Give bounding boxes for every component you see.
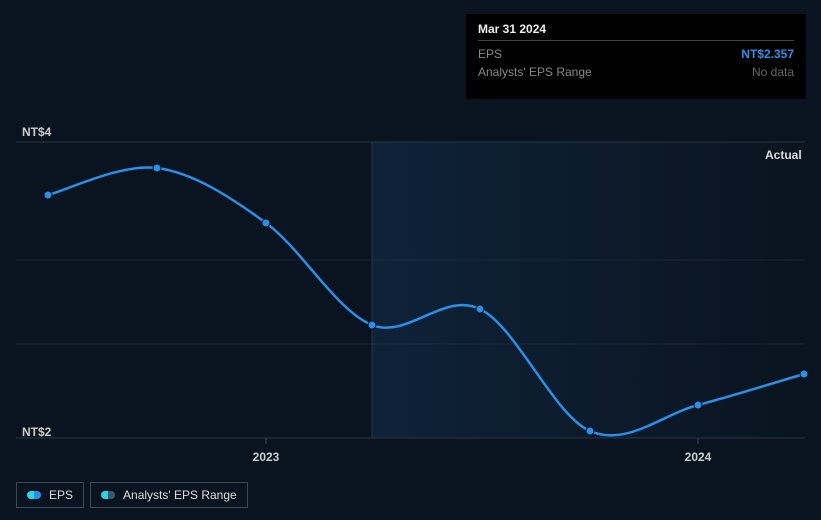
legend: EPS Analysts' EPS Range — [16, 482, 248, 508]
actual-label: Actual — [765, 148, 802, 162]
tooltip-row-value: No data — [752, 63, 794, 81]
eps-chart: Mar 31 2024 EPSNT$2.357Analysts' EPS Ran… — [0, 0, 821, 520]
x-tick-label: 2024 — [685, 450, 712, 464]
legend-swatch-icon — [27, 491, 41, 499]
tooltip-divider — [478, 40, 794, 41]
y-tick-label: NT$4 — [22, 125, 51, 139]
tooltip-date: Mar 31 2024 — [478, 22, 794, 36]
legend-item[interactable]: EPS — [16, 482, 84, 508]
legend-swatch-icon — [101, 491, 115, 499]
tooltip-row-label: Analysts' EPS Range — [478, 63, 592, 81]
legend-label: Analysts' EPS Range — [123, 488, 237, 502]
tooltip-row-value: NT$2.357 — [741, 45, 794, 63]
tooltip-row: EPS NT$2.357 — [478, 45, 794, 63]
tooltip-row: Analysts' EPS Range No data — [478, 63, 794, 81]
tooltip-row-label: EPS — [478, 45, 502, 63]
legend-item[interactable]: Analysts' EPS Range — [90, 482, 248, 508]
y-tick-label: NT$2 — [22, 425, 51, 439]
chart-tooltip: Mar 31 2024 EPSNT$2.357Analysts' EPS Ran… — [466, 14, 806, 99]
legend-label: EPS — [49, 488, 73, 502]
x-tick-label: 2023 — [253, 450, 280, 464]
